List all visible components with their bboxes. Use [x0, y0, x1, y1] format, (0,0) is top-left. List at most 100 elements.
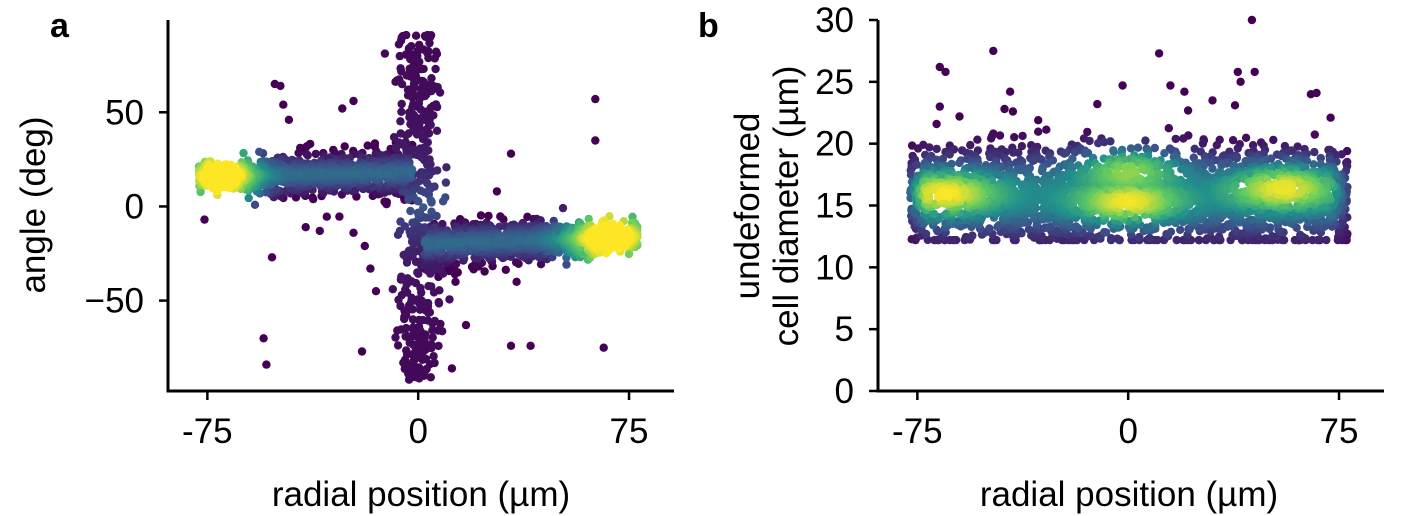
panel-a-point — [506, 341, 516, 350]
panel-a-point — [442, 163, 451, 172]
panel-b-point — [989, 46, 998, 56]
panel-a-y-tick-label: 0 — [125, 187, 144, 226]
panel-a-point — [335, 212, 344, 221]
panel-b-point — [1236, 77, 1245, 87]
panel-a-point — [391, 77, 400, 87]
panel-a-point — [360, 241, 369, 251]
panel-a-point — [427, 198, 436, 207]
panel-b-point — [1312, 88, 1321, 98]
panel-a-point — [432, 102, 442, 112]
panel-b-point — [1183, 106, 1193, 115]
panel-b-point — [1171, 134, 1180, 144]
panel-a-point — [394, 40, 404, 49]
panel-a-point — [301, 223, 310, 232]
panel-b-point — [1060, 149, 1069, 158]
panel-b-point — [941, 67, 950, 77]
panel-a-x-tick-label: -75 — [182, 412, 233, 451]
panel-b-point — [906, 170, 916, 179]
panel-a-point — [349, 228, 358, 237]
panel-a-point — [380, 197, 389, 206]
panel-a-point — [371, 287, 381, 296]
panel-a-point — [604, 233, 613, 242]
panel-b-point — [1206, 232, 1215, 242]
panel-a-y-tick-label: 50 — [105, 93, 144, 132]
panel-a-point — [333, 169, 343, 179]
panel-a-point — [526, 341, 535, 350]
panel-a-point — [406, 206, 415, 216]
panel-b-scatter-points — [906, 15, 1352, 245]
panel-b-point — [1071, 222, 1081, 231]
panel-a-point — [435, 88, 445, 97]
panel-b-point — [929, 209, 938, 218]
panel-b-point — [1316, 153, 1326, 163]
panel-b-point — [1226, 193, 1236, 202]
panel-b-point — [1194, 235, 1204, 245]
panel-a-point — [393, 341, 403, 350]
panel-a-point — [396, 117, 405, 126]
panel-b-point — [1177, 165, 1186, 174]
panel-b-point — [1154, 49, 1164, 58]
panel-b-point — [1150, 143, 1160, 153]
panel-a-point — [402, 323, 411, 333]
panel-a-point — [216, 171, 225, 180]
panel-b-point — [1141, 136, 1150, 145]
panel-b-point — [1326, 113, 1335, 122]
panel-b-point — [1217, 161, 1226, 170]
panel-a-point — [498, 237, 507, 247]
panel-b-point — [1265, 208, 1274, 217]
panel-a-point — [308, 170, 318, 180]
panel-b-point — [1233, 67, 1243, 77]
panel-a-point — [244, 193, 253, 203]
panel-b-point — [1318, 216, 1327, 225]
panel-b-point — [1290, 235, 1300, 245]
panel-a-point — [415, 177, 424, 186]
panel-a-point — [303, 151, 312, 160]
panel-a-y-ticks: 500−50 — [85, 93, 168, 321]
panel-a-point — [255, 147, 264, 156]
panel-b-point — [1017, 142, 1027, 151]
panel-a-point — [435, 286, 444, 295]
panel-a-point — [452, 259, 461, 269]
panel-a-point — [200, 215, 209, 224]
panel-a-point — [429, 352, 438, 361]
panel-a-point — [406, 168, 415, 177]
panel-a-point — [511, 258, 521, 267]
panel-a-point — [414, 197, 423, 206]
panel-b-point — [986, 134, 996, 143]
panel-b-point — [1118, 81, 1127, 90]
panel-a-point — [408, 315, 418, 324]
panel-b-point — [1028, 156, 1038, 166]
panel-a-point — [461, 320, 471, 330]
panel-a-point — [484, 211, 493, 221]
panel-b-point — [1179, 134, 1188, 143]
panel-b-point — [1331, 150, 1341, 160]
panel-b-point — [1241, 133, 1251, 142]
panel-a-point — [397, 80, 407, 89]
panel-b-point — [913, 144, 923, 153]
panel-a-point — [340, 142, 349, 151]
panel-b-point — [1082, 164, 1091, 174]
panel-a-point — [276, 81, 285, 91]
panel-b-point — [1268, 232, 1277, 241]
panel-a-point — [430, 358, 439, 368]
panel-a-point — [294, 148, 303, 158]
panel-a-point — [374, 168, 383, 178]
panel-a-point — [441, 178, 451, 187]
panel-a-point — [322, 212, 331, 221]
panel-b-point — [1309, 160, 1318, 169]
panel-b-point — [1126, 144, 1136, 153]
panel-b-point — [1247, 15, 1257, 25]
panel-b-point — [1296, 230, 1305, 240]
panel-b-point — [932, 119, 941, 129]
panel-a-point — [431, 64, 440, 74]
panel-b-point — [973, 135, 982, 144]
panel-b-point — [1172, 235, 1181, 245]
panel-b-point — [1086, 231, 1095, 240]
panel-a-point — [363, 141, 372, 150]
panel-a-point — [357, 347, 367, 356]
panel-b-point — [1334, 227, 1344, 236]
panel-a-point — [338, 104, 347, 113]
panel-a-point — [401, 131, 411, 140]
panel-b-point — [1280, 141, 1290, 151]
